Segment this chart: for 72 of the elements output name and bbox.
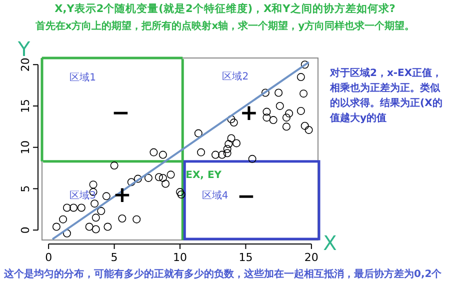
point xyxy=(211,150,220,159)
point xyxy=(223,149,232,158)
point xyxy=(282,122,290,131)
point xyxy=(177,190,186,198)
point xyxy=(262,114,271,122)
annotation: EX, EY xyxy=(186,170,222,182)
point xyxy=(300,60,309,69)
title: X,Y表示2个随机变量(就是2个特征维度)，X和Y之间的协方差如何求? xyxy=(54,2,396,16)
point xyxy=(158,174,167,182)
x-tick-label: 5 xyxy=(110,251,118,264)
annotation: 区域4 xyxy=(202,190,228,202)
point xyxy=(282,114,290,122)
x-axis-title: X xyxy=(323,231,338,255)
point xyxy=(261,88,270,97)
y-tick-label: 5 xyxy=(19,185,32,192)
point xyxy=(97,207,106,216)
point xyxy=(118,214,126,222)
annotation: − xyxy=(112,100,130,126)
point xyxy=(232,139,241,148)
point xyxy=(134,174,142,183)
point xyxy=(89,180,98,189)
point xyxy=(150,148,158,156)
point xyxy=(296,73,305,82)
point xyxy=(304,126,313,134)
point xyxy=(158,150,167,159)
point xyxy=(218,150,226,159)
point xyxy=(144,174,152,182)
x-tick-label: 20 xyxy=(304,251,318,264)
point xyxy=(77,204,86,212)
subtitle: 首先在x方向上的期望，把所有的点映射x轴，求一个期望，y方向同样也求一个期望。 xyxy=(34,19,416,33)
point xyxy=(70,204,78,212)
point xyxy=(274,88,283,97)
point xyxy=(166,170,175,179)
y-tick-label: 0 xyxy=(19,226,32,234)
point xyxy=(224,140,233,148)
point xyxy=(90,200,99,208)
point xyxy=(262,108,271,116)
point xyxy=(300,122,309,130)
point xyxy=(52,222,60,231)
point xyxy=(132,215,141,224)
point xyxy=(285,109,294,118)
point xyxy=(176,188,184,196)
point xyxy=(154,173,163,182)
annotation: 区域1 xyxy=(70,71,96,84)
point xyxy=(102,192,110,200)
annotation: + xyxy=(240,100,258,126)
point xyxy=(194,129,202,138)
point xyxy=(92,214,100,222)
point xyxy=(230,118,238,127)
point xyxy=(227,134,236,142)
y-tick-label: 15 xyxy=(19,98,32,113)
point xyxy=(92,225,100,234)
x-tick-label: 10 xyxy=(173,251,187,264)
x-tick-label: 0 xyxy=(45,251,52,264)
annotation: − xyxy=(237,184,256,210)
point xyxy=(162,180,170,188)
point xyxy=(62,204,71,212)
point xyxy=(59,215,68,224)
point xyxy=(197,148,206,156)
point xyxy=(248,154,256,163)
y-tick-label: 10 xyxy=(19,140,32,154)
point xyxy=(300,90,308,98)
point xyxy=(110,162,118,170)
point xyxy=(269,116,278,124)
x-tick-label: 15 xyxy=(238,251,253,264)
point xyxy=(104,222,112,231)
point xyxy=(296,106,305,115)
annotation: 区域2 xyxy=(222,70,249,82)
point xyxy=(223,145,232,153)
point xyxy=(85,222,94,231)
point xyxy=(276,102,284,110)
annotation: + xyxy=(112,183,132,208)
